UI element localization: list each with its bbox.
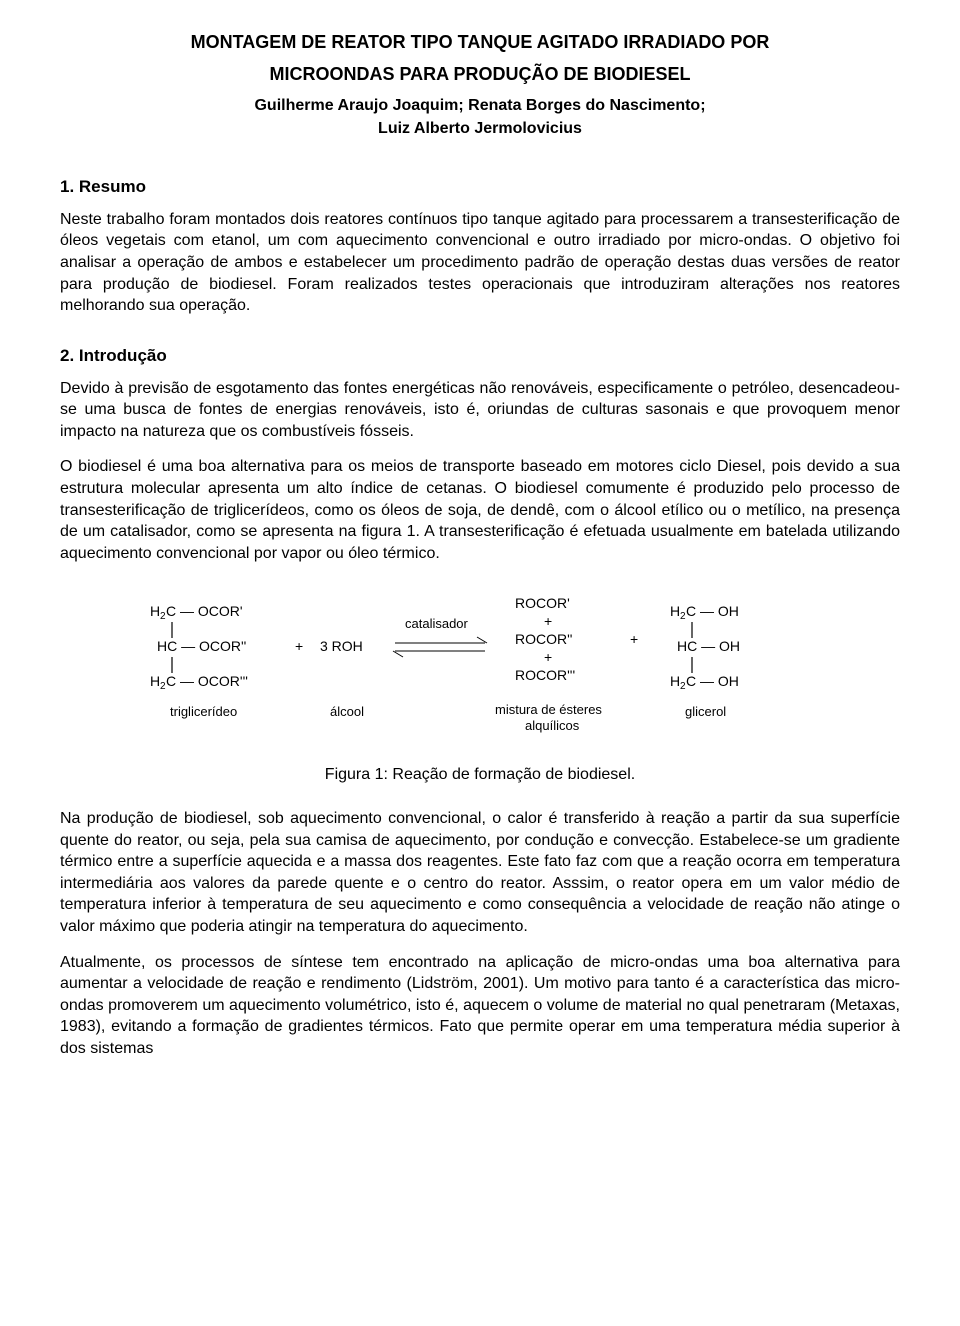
authors-line1: Guilherme Araujo Joaquim; Renata Borges … xyxy=(60,95,900,117)
authors-line2: Luiz Alberto Jermolovicius xyxy=(60,118,900,140)
figure-1-caption: Figura 1: Reação de formação de biodiese… xyxy=(60,764,900,786)
triglyceride-structure: H 2 C — OCOR' HC — OCOR'' H 2 C — OCOR''… xyxy=(150,603,248,719)
svg-text:C — OCOR''': C — OCOR''' xyxy=(166,673,248,689)
svg-text:H: H xyxy=(670,673,680,689)
alcohol-structure: 3 ROH álcool xyxy=(320,638,364,719)
plus-2: + xyxy=(630,631,638,647)
triglyceride-label: triglicerídeo xyxy=(170,704,237,719)
svg-text:+: + xyxy=(544,649,552,665)
ester-label-2: alquílicos xyxy=(525,718,580,733)
figure-1: H 2 C — OCOR' HC — OCOR'' H 2 C — OCOR''… xyxy=(60,586,900,786)
svg-text:+: + xyxy=(544,613,552,629)
svg-text:H: H xyxy=(150,603,160,619)
page-title-line2: MICROONDAS PARA PRODUÇÃO DE BIODIESEL xyxy=(60,62,900,86)
reaction-equation: H 2 C — OCOR' HC — OCOR'' H 2 C — OCOR''… xyxy=(130,586,830,746)
page-title-line1: MONTAGEM DE REATOR TIPO TANQUE AGITADO I… xyxy=(60,30,900,54)
svg-text:C — OH: C — OH xyxy=(686,673,739,689)
introducao-p2: O biodiesel é uma boa alternativa para o… xyxy=(60,456,900,564)
svg-text:C — OH: C — OH xyxy=(686,603,739,619)
catalisador-label: catalisador xyxy=(405,616,469,631)
glycerol-structure: H 2 C — OH HC — OH H 2 C — OH glicerol xyxy=(670,603,740,719)
svg-text:ROCOR'': ROCOR'' xyxy=(515,631,572,647)
resumo-body: Neste trabalho foram montados dois reato… xyxy=(60,209,900,317)
introducao-p4: Atualmente, os processos de síntese tem … xyxy=(60,952,900,1060)
glycerol-label: glicerol xyxy=(685,704,726,719)
introducao-p3: Na produção de biodiesel, sob aqueciment… xyxy=(60,808,900,938)
svg-text:H: H xyxy=(150,673,160,689)
svg-text:ROCOR': ROCOR' xyxy=(515,595,570,611)
svg-text:C — OCOR': C — OCOR' xyxy=(166,603,243,619)
section-heading-introducao: 2. Introdução xyxy=(60,345,900,368)
plus-1: + xyxy=(295,638,303,654)
svg-text:HC — OH: HC — OH xyxy=(677,638,740,654)
ester-mixture: ROCOR' + ROCOR'' + ROCOR''' mistura de é… xyxy=(495,595,602,733)
svg-text:HC — OCOR'': HC — OCOR'' xyxy=(157,638,246,654)
ester-label-1: mistura de ésteres xyxy=(495,702,602,717)
svg-text:3 ROH: 3 ROH xyxy=(320,638,363,654)
svg-text:H: H xyxy=(670,603,680,619)
section-heading-resumo: 1. Resumo xyxy=(60,176,900,199)
equilibrium-arrows: catalisador xyxy=(393,616,487,657)
svg-text:ROCOR''': ROCOR''' xyxy=(515,667,575,683)
alcohol-label: álcool xyxy=(330,704,364,719)
introducao-p1: Devido à previsão de esgotamento das fon… xyxy=(60,378,900,443)
